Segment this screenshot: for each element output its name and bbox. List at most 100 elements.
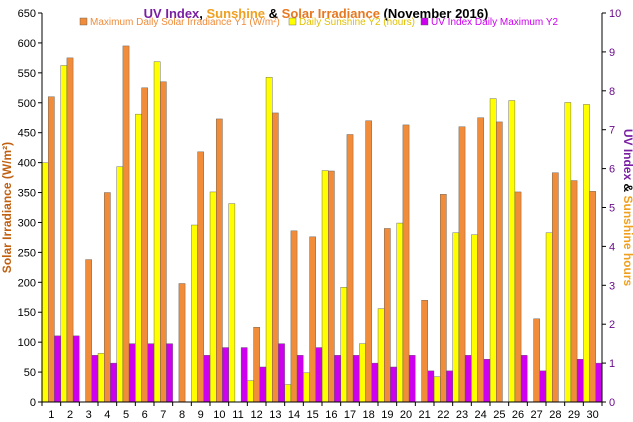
x-tick-label: 8 [179, 409, 185, 421]
y-right-tick-label: 0 [609, 397, 615, 409]
bar-maximum-daily-solar-irradiance-y1-w-m-day-20 [402, 124, 410, 403]
bar-uv-index-daily-maximum-y2-day-16 [334, 355, 341, 403]
bar-maximum-daily-solar-irradiance-y1-w-m-day-23 [458, 126, 466, 403]
x-tick-label: 5 [123, 409, 129, 421]
series-maximum-daily-solar-irradiance-y1-w-m [48, 45, 596, 403]
y-left-tick-label: 500 [18, 98, 36, 110]
y-left-tick-label: 400 [18, 158, 36, 170]
bar-daily-sunshine-y2-hours-day-24 [471, 234, 478, 403]
bar-uv-index-daily-maximum-y2-day-20 [408, 355, 416, 403]
bar-maximum-daily-solar-irradiance-y1-w-m-day-24 [477, 117, 484, 403]
legend-entry-uv-index-daily-maximum-y2: UV Index Daily Maximum Y2 [420, 17, 559, 28]
bar-maximum-daily-solar-irradiance-y1-w-m-day-15 [309, 236, 316, 403]
x-tick-label: 4 [104, 409, 110, 421]
y-left-tick-label: 50 [24, 367, 36, 379]
x-tick-label: 22 [437, 409, 449, 421]
bar-daily-sunshine-y2-hours-day-11 [228, 203, 236, 403]
bar-uv-index-daily-maximum-y2-day-23 [464, 355, 472, 403]
bar-uv-index-daily-maximum-y2-day-9 [203, 355, 211, 403]
x-tick-label: 6 [142, 409, 148, 421]
bar-daily-sunshine-y2-hours-day-16 [321, 170, 329, 403]
y-left-tick-label: 100 [18, 337, 36, 349]
bar-maximum-daily-solar-irradiance-y1-w-m-day-14 [290, 230, 298, 403]
x-tick-label: 2 [67, 409, 73, 421]
x-tick-label: 30 [587, 409, 599, 421]
x-tick-label: 20 [400, 409, 412, 421]
bar-daily-sunshine-y2-hours-day-23 [452, 232, 460, 403]
y-axis-left-title: Solar Irradiance (W/m²) [0, 142, 14, 273]
bar-maximum-daily-solar-irradiance-y1-w-m-day-10 [216, 118, 223, 403]
x-tick-label: 7 [160, 409, 166, 421]
bar-daily-sunshine-y2-hours-day-14 [284, 384, 292, 403]
bar-uv-index-daily-maximum-y2-day-27 [539, 370, 547, 403]
bar-daily-sunshine-y2-hours-day-9 [191, 224, 198, 403]
bar-maximum-daily-solar-irradiance-y1-w-m-day-7 [160, 81, 167, 403]
bar-maximum-daily-solar-irradiance-y1-w-m-day-16 [328, 170, 335, 403]
x-tick-label: 25 [493, 409, 505, 421]
legend-label: UV Index Daily Maximum Y2 [431, 17, 559, 28]
bar-daily-sunshine-y2-hours-day-15 [303, 372, 310, 403]
x-tick-label: 16 [325, 409, 337, 421]
y-right-tick-label: 8 [609, 86, 615, 98]
y-left-tick-label: 450 [18, 128, 36, 140]
legend-entry-daily-sunshine-y2-hours: Daily Sunshine Y2 (hours) [288, 17, 415, 28]
bar-uv-index-daily-maximum-y2-day-6 [147, 343, 155, 403]
x-tick-label: 1 [48, 409, 54, 421]
series-uv-index-daily-maximum-y2 [54, 335, 603, 403]
bar-daily-sunshine-y2-hours-day-2 [60, 65, 68, 403]
bar-uv-index-daily-maximum-y2-day-4 [110, 362, 117, 403]
bar-daily-sunshine-y2-hours-day-5 [116, 166, 124, 403]
bar-uv-index-daily-maximum-y2-day-24 [483, 359, 491, 403]
bar-maximum-daily-solar-irradiance-y1-w-m-day-18 [365, 120, 372, 403]
bar-maximum-daily-solar-irradiance-y1-w-m-day-6 [141, 87, 148, 403]
bar-daily-sunshine-y2-hours-day-18 [359, 343, 366, 403]
bar-daily-sunshine-y2-hours-day-19 [377, 308, 385, 403]
bar-uv-index-daily-maximum-y2-day-13 [278, 343, 285, 403]
x-tick-label: 27 [531, 409, 543, 421]
bar-uv-index-daily-maximum-y2-day-22 [446, 370, 453, 403]
y-left-tick-label: 600 [18, 38, 36, 50]
y-right-tick-label: 1 [609, 358, 615, 370]
y-right-tick-label: 10 [609, 8, 621, 20]
bar-uv-index-daily-maximum-y2-day-7 [166, 343, 173, 403]
x-tick-label: 15 [307, 409, 319, 421]
x-tick-label: 14 [288, 409, 300, 421]
bar-maximum-daily-solar-irradiance-y1-w-m-day-13 [272, 112, 279, 403]
bar-daily-sunshine-y2-hours-day-1 [41, 162, 49, 403]
chart-legend: Maximum Daily Solar Irradiance Y1 (W/m²)… [79, 17, 559, 28]
y-axis-right-title: UV Index & Sunshine hours [621, 129, 633, 287]
legend-entry-maximum-daily-solar-irradiance-y1-w-m: Maximum Daily Solar Irradiance Y1 (W/m²) [79, 17, 280, 28]
x-tick-label: 23 [456, 409, 468, 421]
x-tick-label: 3 [86, 409, 92, 421]
y-left-tick-label: 250 [18, 247, 36, 259]
chart-bars [41, 45, 603, 403]
bar-maximum-daily-solar-irradiance-y1-w-m-day-8 [178, 283, 186, 403]
bar-maximum-daily-solar-irradiance-y1-w-m-day-17 [346, 134, 354, 403]
y-left-tick-label: 0 [30, 397, 36, 409]
bar-daily-sunshine-y2-hours-day-26 [508, 100, 516, 403]
legend-swatch [79, 17, 88, 26]
bar-maximum-daily-solar-irradiance-y1-w-m-day-2 [66, 57, 74, 403]
bar-maximum-daily-solar-irradiance-y1-w-m-day-22 [440, 194, 447, 403]
y-right-tick-label: 7 [609, 125, 615, 137]
y-right-tick-label: 4 [609, 241, 615, 253]
y-left-tick-label: 200 [18, 277, 36, 289]
bar-maximum-daily-solar-irradiance-y1-w-m-day-28 [552, 172, 559, 403]
bar-maximum-daily-solar-irradiance-y1-w-m-day-9 [197, 151, 204, 403]
bar-uv-index-daily-maximum-y2-day-2 [72, 335, 80, 403]
bar-uv-index-daily-maximum-y2-day-30 [595, 362, 603, 403]
y-left-tick-label: 350 [18, 188, 36, 200]
x-tick-label: 19 [381, 409, 393, 421]
bar-daily-sunshine-y2-hours-day-12 [247, 380, 254, 403]
bar-uv-index-daily-maximum-y2-day-10 [222, 347, 229, 403]
bar-daily-sunshine-y2-hours-day-30 [583, 104, 590, 403]
bar-uv-index-daily-maximum-y2-day-18 [371, 362, 379, 403]
x-tick-label: 21 [419, 409, 431, 421]
bar-uv-index-daily-maximum-y2-day-29 [576, 359, 584, 403]
x-tick-label: 26 [512, 409, 524, 421]
y-left-tick-label: 550 [18, 68, 36, 80]
y-right-tick-label: 9 [609, 47, 615, 59]
bar-maximum-daily-solar-irradiance-y1-w-m-day-30 [589, 191, 596, 403]
y-left-tick-label: 300 [18, 217, 36, 229]
